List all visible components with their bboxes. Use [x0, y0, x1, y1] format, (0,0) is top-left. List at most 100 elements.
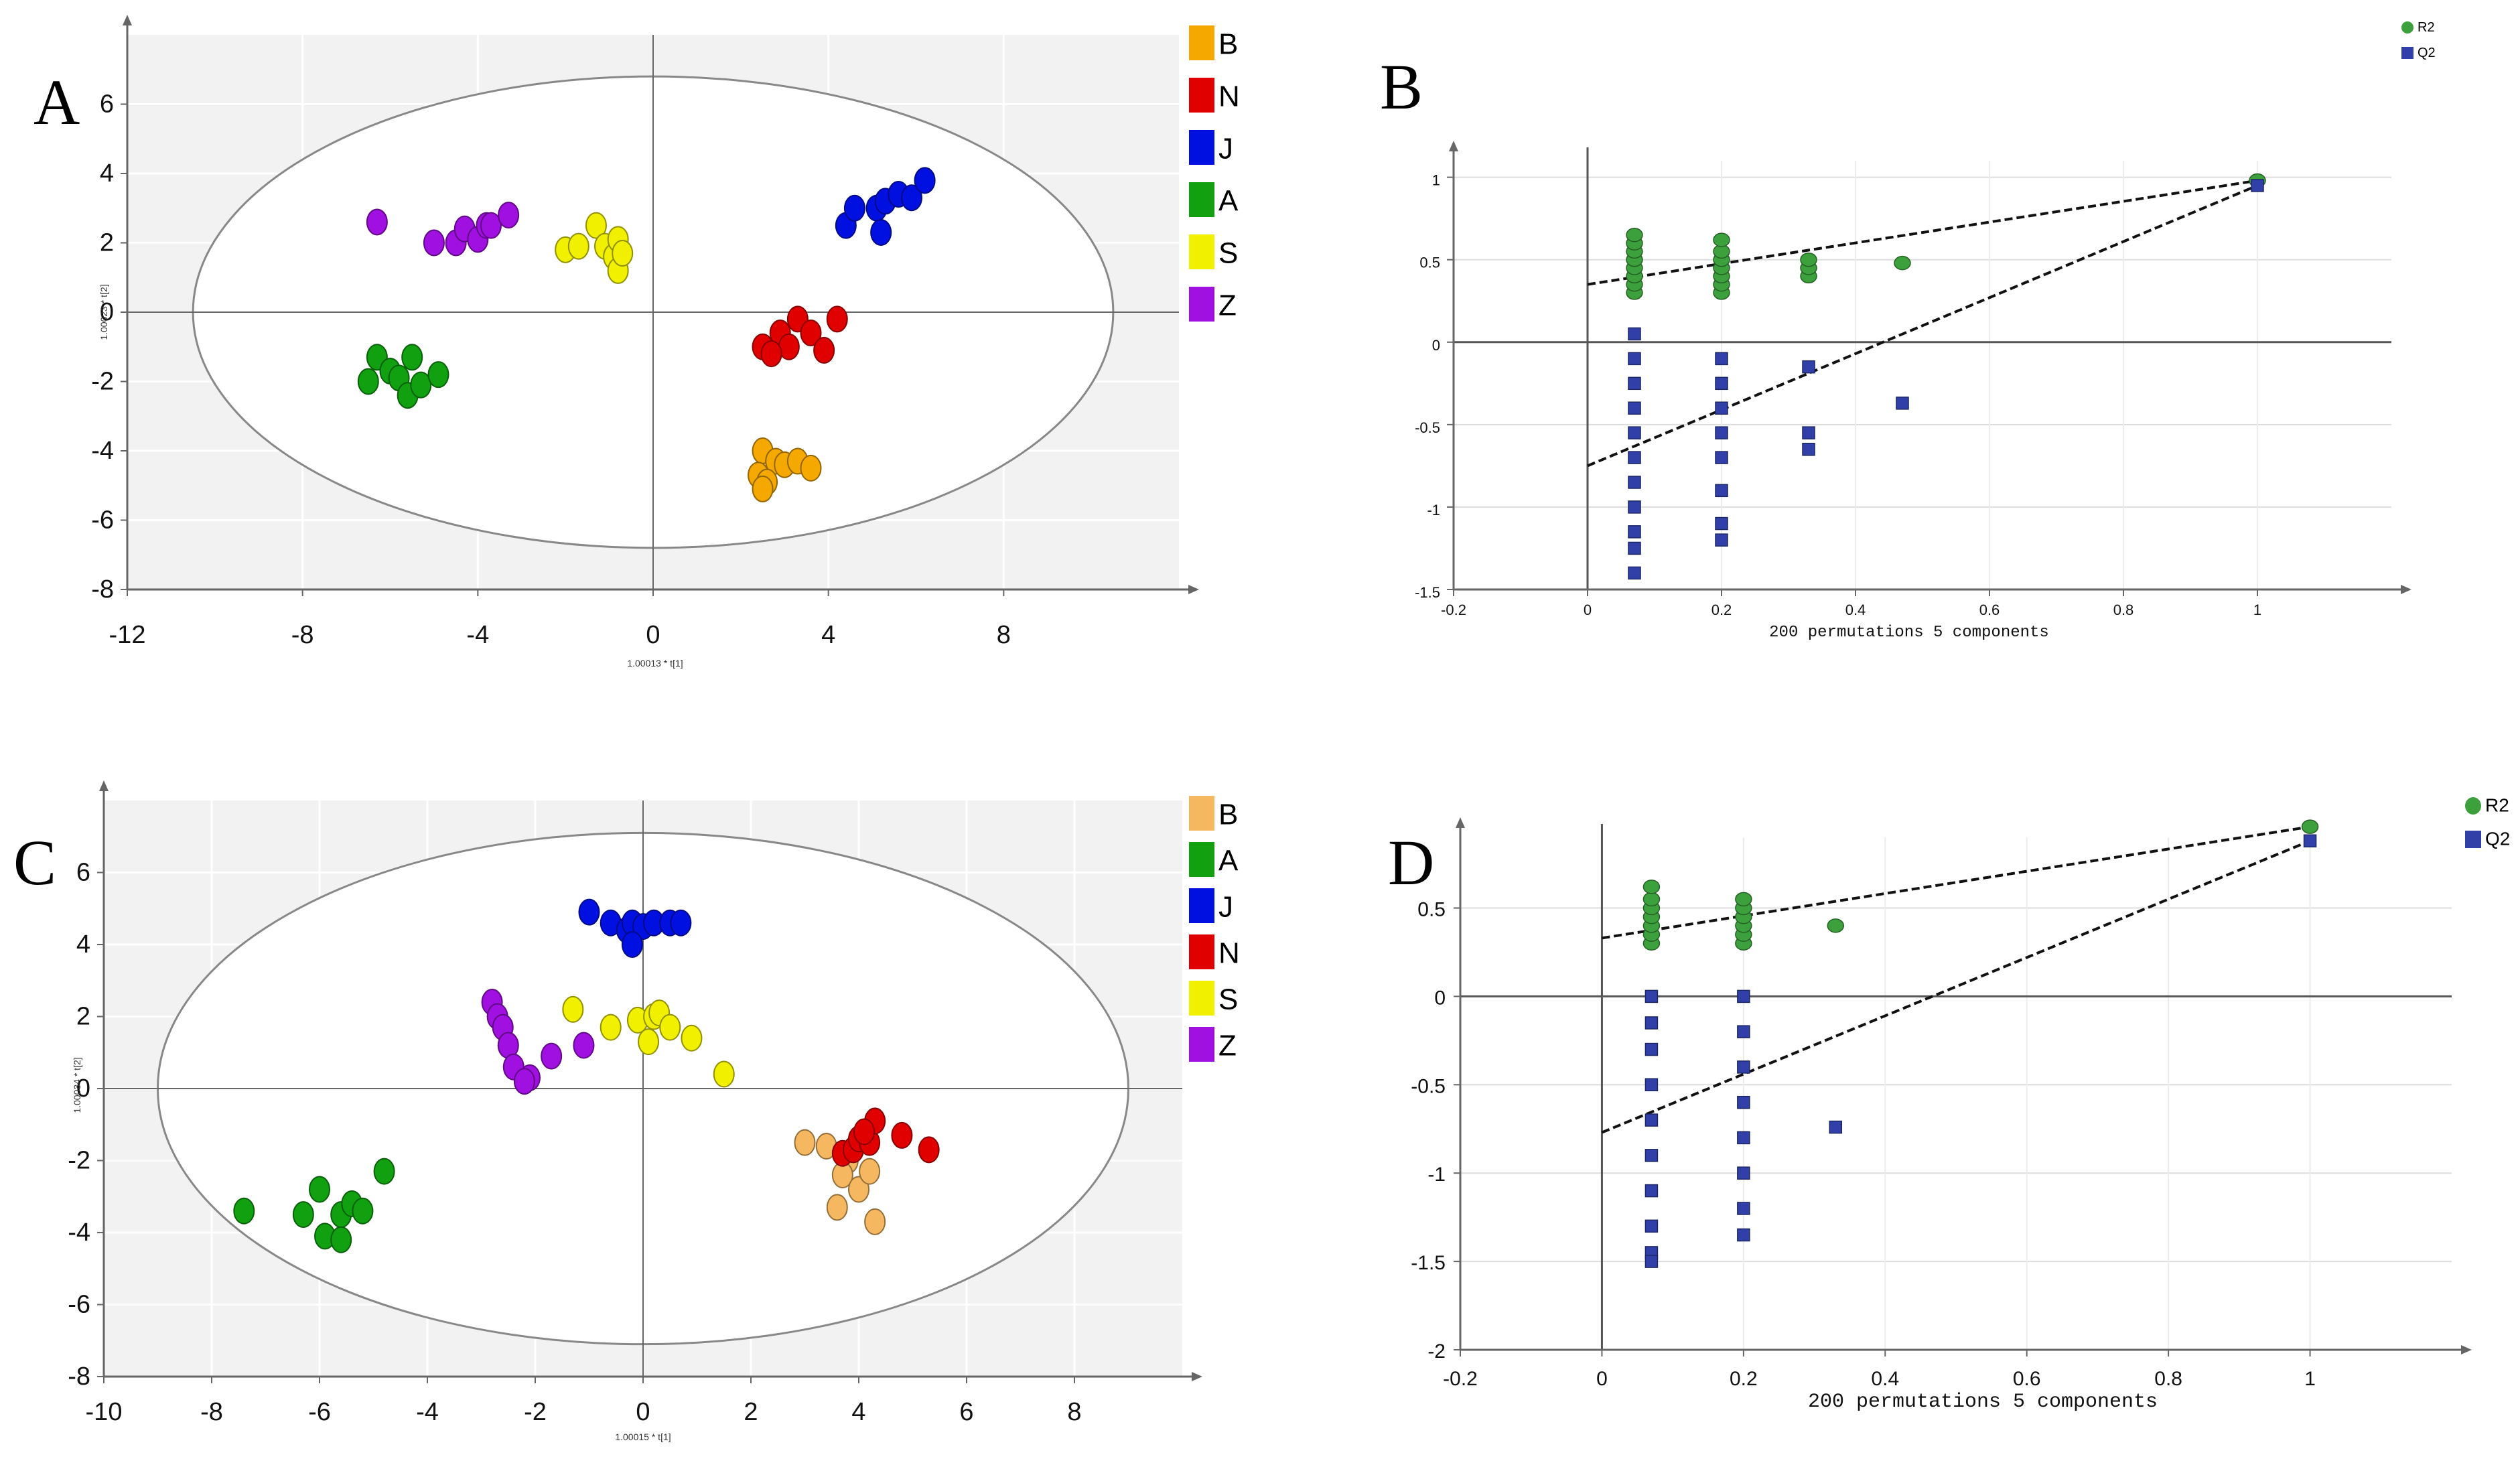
x-tick-label: -8 [291, 621, 314, 649]
point-s [585, 212, 607, 239]
y-tick-label: -6 [68, 1291, 90, 1319]
y-tick-label: 0 [1434, 987, 1446, 1009]
x-tick-label: 8 [997, 621, 1011, 649]
point-q2 [1715, 484, 1728, 498]
legend-swatch-b [1189, 25, 1214, 60]
legend-label-q2: Q2 [2418, 46, 2436, 60]
legend-swatch-a [1189, 842, 1214, 877]
x-tick-label: 0.8 [2154, 1368, 2182, 1390]
point-q2 [1737, 1228, 1750, 1242]
x-tick-label: -12 [109, 621, 146, 649]
x-axis-arrow [2401, 585, 2411, 594]
point-q2 [1802, 426, 1815, 439]
point-r2 [1642, 892, 1661, 907]
point-a [292, 1201, 314, 1229]
chart-panel-c: -10 -8 -6 -4 -2 0 2 4 6 8 -8 -6 -4 -2 0 2 4 6 1.00015 * t[… [68, 780, 1240, 1442]
y-axis-label: 1.00023 * t[2] [98, 284, 109, 340]
y-tick-label: 0.5 [1419, 255, 1440, 271]
legend-label-z: Z [1218, 1030, 1237, 1062]
point-q2 [1644, 1016, 1659, 1030]
legend-label-r2: R2 [2485, 794, 2509, 815]
y-axis-arrow [1456, 817, 1465, 828]
point-q2 [1829, 1120, 1843, 1134]
y-axis-label: 1.00034 * t[2] [72, 1057, 82, 1113]
y-tick-label: 6 [76, 859, 90, 887]
x-tick-label: -4 [416, 1398, 439, 1426]
point-j [900, 184, 922, 212]
point-q2 [1628, 476, 1641, 489]
point-q2 [1628, 541, 1641, 555]
point-a [330, 1226, 352, 1253]
y-tick-label: -0.5 [1415, 419, 1440, 436]
point-q2 [1802, 360, 1815, 374]
x-tick-label: 4 [851, 1398, 865, 1426]
y-tick-label: -2 [1427, 1340, 1446, 1363]
x-axis-label: 200 permutations 5 components [1769, 624, 2049, 642]
x-tick-label: 0.4 [1845, 602, 1866, 618]
point-a [427, 361, 449, 389]
point-b [848, 1176, 869, 1203]
x-tick-label: 6 [959, 1398, 973, 1426]
point-s [638, 1028, 660, 1056]
point-z [480, 212, 502, 239]
y-tick-label: 0 [1432, 337, 1440, 354]
point-q2 [1715, 401, 1728, 415]
x-tick-label: 0.4 [1871, 1368, 1899, 1390]
point-j [870, 218, 892, 246]
y-tick-label: -4 [68, 1218, 90, 1247]
point-s [612, 240, 634, 267]
panel-letter-c: C [13, 827, 56, 898]
point-q2 [2303, 834, 2317, 848]
legend-label-s: S [1218, 237, 1238, 270]
y-tick-label: -1.5 [1411, 1252, 1446, 1274]
legend-swatch-s [1189, 981, 1214, 1016]
point-r2 [1642, 880, 1661, 894]
legend-label-a: A [1218, 185, 1239, 218]
point-j [621, 931, 643, 958]
point-r2 [1713, 232, 1730, 247]
chart-panel-d: -0.2 0 0.2 0.4 0.6 0.8 1 -2 -1.5 -1 -0.5 0 0.5 200 pe… [1411, 794, 2510, 1413]
regression-line-q2 [1587, 184, 2258, 468]
point-q2 [1644, 1042, 1659, 1056]
point-q2 [1644, 989, 1659, 1003]
legend-label-q2: Q2 [2485, 828, 2510, 849]
point-q2 [1644, 1113, 1659, 1127]
x-tick-label: 8 [1067, 1398, 1081, 1426]
point-r2 [1800, 252, 1817, 267]
point-z [423, 229, 445, 257]
point-z [513, 1068, 535, 1095]
point-b [752, 475, 774, 502]
x-tick-label: -6 [308, 1398, 331, 1426]
regression-line-r2 [1602, 825, 2310, 940]
point-b [864, 1208, 886, 1235]
x-axis-label: 200 permutations 5 components [1808, 1391, 2158, 1413]
point-s [600, 1014, 622, 1041]
legend-swatch-a [1189, 182, 1214, 217]
point-q2 [1737, 1166, 1750, 1180]
legend-swatch-q2 [2401, 47, 2413, 59]
point-q2 [1715, 516, 1728, 531]
panel-letter-a: A [33, 66, 80, 138]
legend-label-z: Z [1218, 289, 1237, 322]
legend-swatch-q2 [2465, 831, 2481, 848]
x-axis-label: 1.00015 * t[1] [615, 1432, 671, 1442]
legend-swatch-z [1189, 1027, 1214, 1062]
x-tick-label: 0 [646, 621, 660, 649]
x-tick-label: 0 [1584, 602, 1592, 618]
point-q2 [1715, 533, 1728, 547]
panel-letter-d: D [1388, 827, 1434, 898]
point-z [366, 208, 388, 236]
x-tick-label: 1 [2304, 1368, 2316, 1390]
y-tick-label: 2 [100, 229, 114, 257]
y-axis-arrow [99, 780, 109, 791]
point-q2 [1737, 1060, 1750, 1074]
point-a [352, 1197, 374, 1225]
point-n [853, 1118, 876, 1145]
point-j [578, 898, 600, 926]
legend-swatch-j [1189, 130, 1214, 165]
point-q2 [1628, 451, 1641, 464]
point-b [859, 1158, 881, 1185]
point-r2 [1894, 255, 1911, 271]
point-q2 [1628, 401, 1641, 415]
